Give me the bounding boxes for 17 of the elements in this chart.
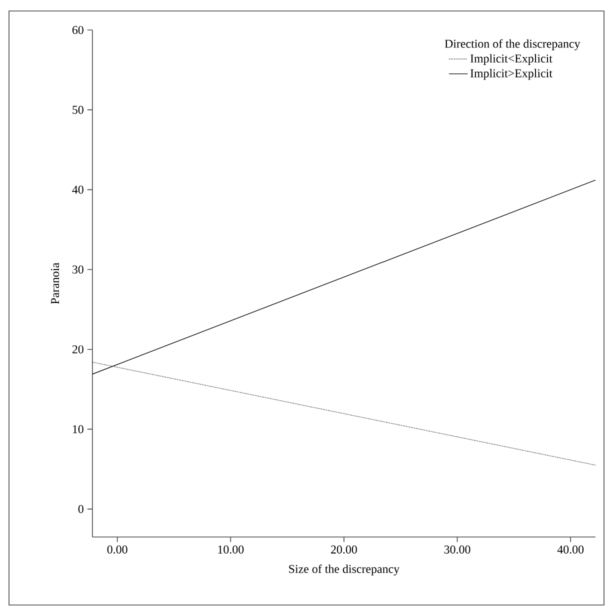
y-tick-label: 50: [72, 106, 84, 114]
x-tick-label: 40.00: [557, 546, 584, 554]
y-tick-label: 30: [72, 265, 84, 274]
y-tick-label: 0: [78, 505, 84, 514]
y-tick-label: 40: [72, 186, 84, 194]
x-tick-label: 20.00: [331, 546, 357, 554]
y-axis-title: Paranoia: [51, 262, 60, 304]
legend-label: Implicit<Explicit: [470, 54, 552, 65]
x-axis-title: Size of the discrepancy: [289, 564, 400, 576]
y-tick-label: 10: [72, 425, 84, 434]
x-tick-label: 10.00: [218, 546, 244, 554]
y-tick-label: 60: [72, 26, 84, 34]
legend-label: Implicit>Explicit: [470, 68, 552, 80]
x-tick-label: 0.00: [107, 546, 128, 554]
y-tick-label: 20: [72, 345, 84, 354]
legend-title: Direction of the discrepancy: [444, 39, 580, 50]
x-tick-label: 30.00: [444, 546, 470, 554]
